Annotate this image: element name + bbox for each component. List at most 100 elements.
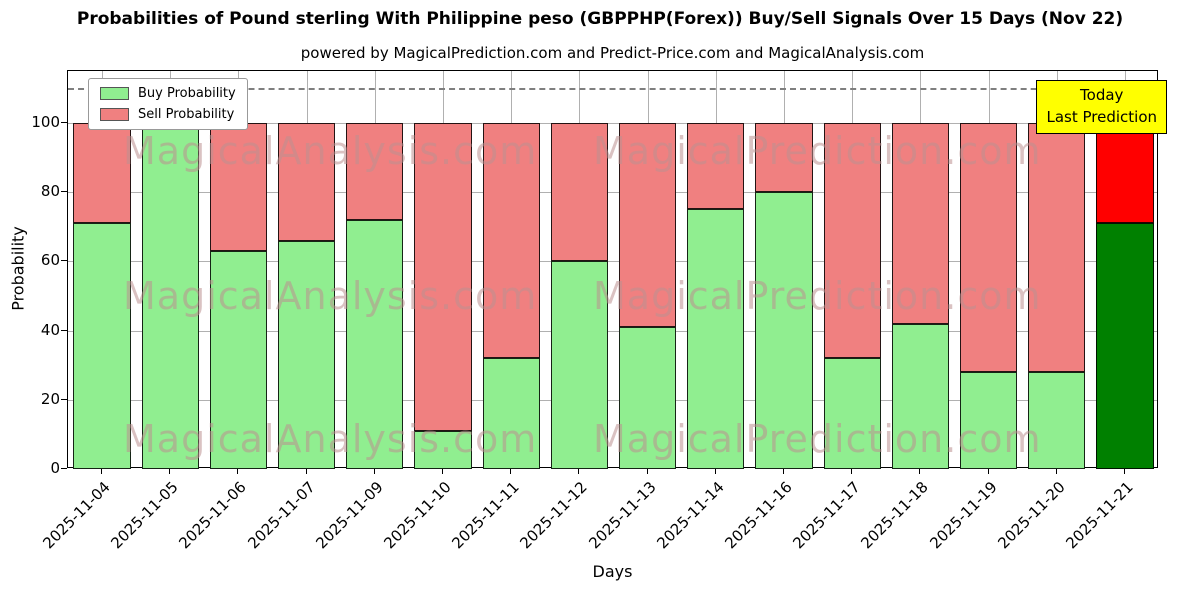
x-tick-label: 2025-11-17: [789, 478, 864, 553]
bar-segment-buy: [687, 209, 745, 469]
x-tick-mark: [646, 469, 648, 474]
bar-segment-buy: [73, 223, 131, 469]
bar-segment-buy: [755, 192, 813, 469]
bar-segment-buy: [891, 323, 949, 469]
x-tick-label: 2025-11-10: [380, 478, 455, 553]
x-tick-label: 2025-11-16: [721, 478, 796, 553]
bar-segment-buy: [1096, 223, 1154, 469]
bar-segment-buy: [550, 261, 609, 469]
x-tick-mark: [987, 469, 989, 474]
bar-segment-buy: [141, 122, 199, 469]
h-gridline: [68, 399, 1157, 401]
bar-segment-buy: [618, 327, 677, 469]
legend: Buy Probability Sell Probability: [88, 78, 248, 130]
watermark: MagicalPrediction.com: [593, 274, 1042, 318]
watermark: MagicalAnalysis.com: [123, 129, 538, 173]
bar-segment-buy: [278, 240, 336, 469]
legend-item: Sell Probability: [100, 107, 236, 122]
bar-segment-sell: [209, 122, 268, 251]
bar-segment-sell: [891, 122, 949, 324]
y-tick-mark: [61, 468, 67, 469]
x-tick-mark: [919, 469, 921, 474]
y-tick-label: 40: [40, 320, 60, 339]
x-tick-mark: [714, 469, 716, 474]
x-tick-mark: [578, 469, 580, 474]
y-tick-label: 60: [40, 251, 60, 270]
y-tick-mark: [61, 191, 67, 193]
y-tick-mark: [61, 398, 67, 400]
y-tick-label: 100: [31, 112, 60, 131]
legend-swatch: [100, 108, 129, 121]
bar-segment-buy: [482, 358, 540, 469]
bar-segment-buy: [346, 219, 404, 469]
x-axis-label: Days: [592, 562, 633, 581]
threshold-dashed-line: [68, 88, 1157, 91]
y-tick-label: 80: [40, 182, 60, 201]
x-tick-label: 2025-11-11: [448, 478, 523, 553]
h-gridline: [68, 330, 1157, 332]
x-tick-mark: [237, 469, 239, 474]
x-tick-mark: [782, 469, 784, 474]
bar-segment-buy: [1028, 372, 1086, 469]
x-tick-label: 2025-11-09: [312, 478, 387, 553]
bar-segment-sell: [823, 122, 881, 359]
x-tick-label: 2025-11-12: [516, 478, 592, 553]
h-gridline: [68, 261, 1157, 263]
y-tick-mark: [61, 329, 67, 331]
watermark: MagicalPrediction.com: [593, 129, 1042, 173]
h-gridline: [68, 192, 1157, 194]
legend-label: Sell Probability: [138, 107, 235, 122]
x-tick-mark: [305, 469, 307, 474]
x-tick-label: 2025-11-14: [653, 478, 728, 553]
bar-segment-sell: [959, 122, 1018, 373]
x-tick-mark: [510, 469, 512, 474]
x-tick-label: 2025-11-07: [244, 478, 319, 553]
x-tick-label: 2025-11-19: [925, 478, 1001, 553]
watermark: MagicalAnalysis.com: [123, 417, 538, 461]
x-tick-mark: [1123, 469, 1125, 474]
x-tick-mark: [851, 469, 853, 474]
bar-segment-buy: [959, 372, 1018, 469]
plot-area: Buy Probability Sell Probability Today La…: [67, 70, 1167, 469]
bar-segment-sell: [414, 122, 472, 431]
y-tick-mark: [61, 260, 67, 262]
x-tick-label: 2025-11-20: [994, 478, 1069, 553]
x-tick-label: 2025-11-05: [107, 478, 183, 553]
bar-segment-buy: [209, 250, 268, 469]
x-tick-label: 2025-11-13: [584, 478, 660, 553]
bar-segment-sell: [1096, 122, 1154, 224]
legend-label: Buy Probability: [138, 86, 236, 101]
y-tick-mark: [61, 121, 67, 123]
bar-segment-sell: [755, 122, 813, 193]
x-tick-mark: [101, 469, 103, 474]
legend-item: Buy Probability: [100, 86, 236, 101]
bar-segment-sell: [1028, 122, 1086, 373]
bar-segment-sell: [278, 122, 336, 241]
y-tick-label: 20: [40, 389, 60, 408]
chart-subtitle: powered by MagicalPrediction.com and Pre…: [300, 44, 925, 62]
x-tick-label: 2025-11-21: [1062, 478, 1137, 553]
x-tick-mark: [442, 469, 444, 474]
x-tick-mark: [373, 469, 375, 474]
watermark: MagicalPrediction.com: [593, 417, 1042, 461]
x-tick-mark: [1055, 469, 1057, 474]
h-gridline: [68, 122, 1157, 124]
today-annotation: Today Last Prediction: [1036, 80, 1167, 134]
x-tick-label: 2025-11-04: [39, 478, 114, 553]
x-tick-mark: [169, 469, 171, 474]
bar-segment-sell: [618, 122, 677, 328]
legend-swatch: [100, 87, 129, 100]
annotation-line-last-prediction: Last Prediction: [1046, 107, 1157, 126]
x-tick-label: 2025-11-06: [175, 478, 251, 553]
y-tick-label: 0: [50, 459, 60, 477]
x-tick-label: 2025-11-18: [857, 478, 933, 553]
annotation-line-today: Today: [1080, 86, 1124, 104]
bar-segment-buy: [414, 430, 472, 469]
bar-segment-sell: [687, 122, 745, 210]
bar-segment-sell: [346, 122, 404, 220]
bar-segment-sell: [482, 122, 540, 359]
bar-segment-buy: [823, 358, 881, 469]
chart-title: Probabilities of Pound sterling With Phi…: [76, 9, 1124, 29]
watermark: MagicalAnalysis.com: [123, 274, 538, 318]
bar-segment-sell: [550, 122, 609, 262]
